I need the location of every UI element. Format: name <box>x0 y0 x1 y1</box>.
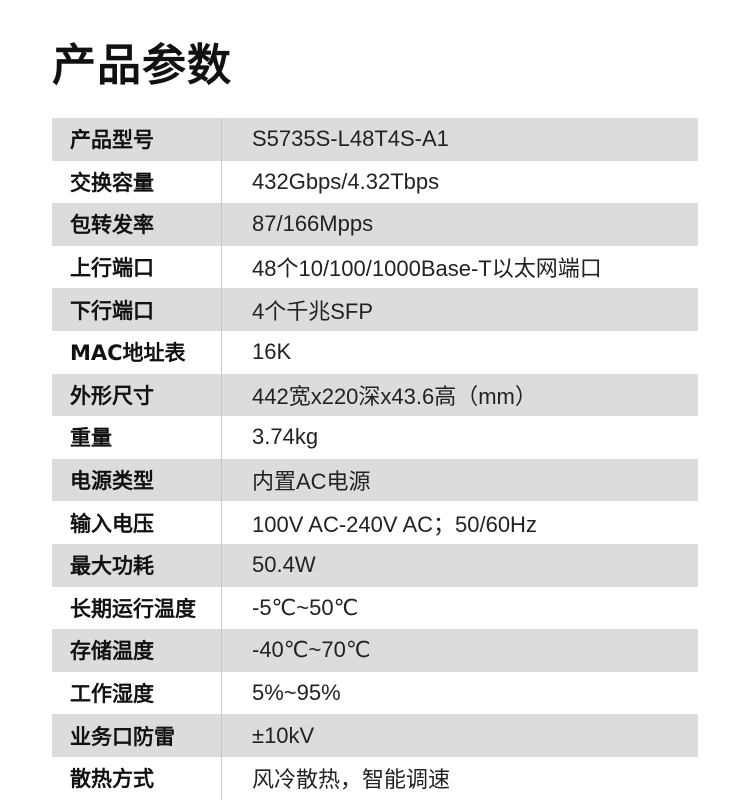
spec-row: 存储温度 -40℃~70℃ <box>52 629 698 672</box>
spec-label: 散热方式 <box>52 756 222 800</box>
spec-value: 5%~95% <box>252 680 341 706</box>
spec-value: 16K <box>252 339 292 365</box>
spec-label: 最大功耗 <box>52 543 222 587</box>
spec-row: 包转发率 87/166Mpps <box>52 203 698 246</box>
spec-row: 下行端口 4个千兆SFP <box>52 288 698 331</box>
spec-label: 存储温度 <box>52 629 222 672</box>
spec-table: 产品型号 S5735S-L48T4S-A1 交换容量 432Gbps/4.32Tbps… <box>52 118 698 800</box>
spec-row: 输入电压 100V AC-240V AC；50/60Hz <box>52 501 698 544</box>
spec-row: 重量 3.74kg <box>52 416 698 459</box>
spec-value: 442宽x220深x43.6高（mm） <box>252 383 537 409</box>
spec-label: 长期运行温度 <box>52 586 222 630</box>
spec-row: 工作湿度 5%~95% <box>52 671 698 715</box>
spec-value: 50.4W <box>252 552 316 578</box>
spec-label: 输入电压 <box>52 501 222 544</box>
spec-value: 432Gbps/4.32Tbps <box>252 168 440 194</box>
spec-value: 100V AC-240V AC；50/60Hz <box>252 511 537 537</box>
spec-value: 3.74kg <box>252 424 319 450</box>
spec-value: 87/166Mpps <box>252 211 374 237</box>
spec-value: -5℃~50℃ <box>252 594 359 620</box>
spec-row: 散热方式 风冷散热，智能调速 <box>52 756 698 800</box>
spec-value: 内置AC电源 <box>252 469 371 495</box>
spec-row: 上行端口 48个10/100/1000Base-T以太网端口 <box>52 245 698 289</box>
spec-row: 外形尺寸 442宽x220深x43.6高（mm） <box>52 373 698 417</box>
spec-label: 电源类型 <box>52 458 222 502</box>
spec-label: 外形尺寸 <box>52 373 222 417</box>
page-title: 产品参数 <box>52 40 232 91</box>
spec-value: 风冷散热，智能调速 <box>252 767 451 793</box>
spec-value: -40℃~70℃ <box>252 637 371 663</box>
spec-label: 重量 <box>52 416 222 459</box>
spec-label: 交换容量 <box>52 160 222 204</box>
spec-label: 上行端口 <box>52 245 222 289</box>
spec-row: MAC地址表 16K <box>52 330 698 374</box>
spec-label: 包转发率 <box>52 203 222 246</box>
spec-row: 产品型号 S5735S-L48T4S-A1 <box>52 118 698 161</box>
spec-label: MAC地址表 <box>52 330 222 374</box>
spec-row: 最大功耗 50.4W <box>52 543 698 587</box>
spec-label: 业务口防雷 <box>52 714 222 757</box>
spec-label: 产品型号 <box>52 118 222 161</box>
spec-row: 业务口防雷 ±10kV <box>52 714 698 757</box>
spec-row: 交换容量 432Gbps/4.32Tbps <box>52 160 698 204</box>
spec-label: 下行端口 <box>52 288 222 331</box>
spec-row: 长期运行温度 -5℃~50℃ <box>52 586 698 630</box>
spec-value: ±10kV <box>252 722 315 748</box>
spec-label: 工作湿度 <box>52 671 222 715</box>
spec-row: 电源类型 内置AC电源 <box>52 458 698 502</box>
spec-value: 48个10/100/1000Base-T以太网端口 <box>252 256 602 282</box>
spec-value: 4个千兆SFP <box>252 298 374 324</box>
spec-value: S5735S-L48T4S-A1 <box>252 126 449 152</box>
